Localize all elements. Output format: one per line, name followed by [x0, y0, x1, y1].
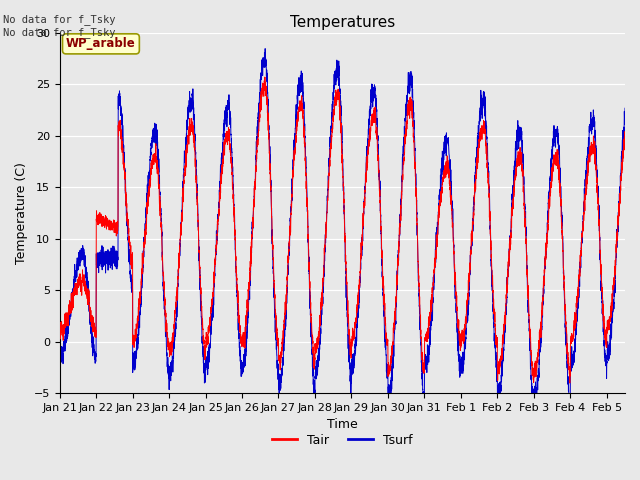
Legend: Tair, Tsurf: Tair, Tsurf: [267, 429, 417, 452]
Text: WP_arable: WP_arable: [66, 37, 136, 50]
Text: No data for f_Tsky
No data for f_Tsky: No data for f_Tsky No data for f_Tsky: [3, 14, 116, 38]
Y-axis label: Temperature (C): Temperature (C): [15, 162, 28, 264]
Title: Temperatures: Temperatures: [290, 15, 395, 30]
X-axis label: Time: Time: [327, 419, 358, 432]
